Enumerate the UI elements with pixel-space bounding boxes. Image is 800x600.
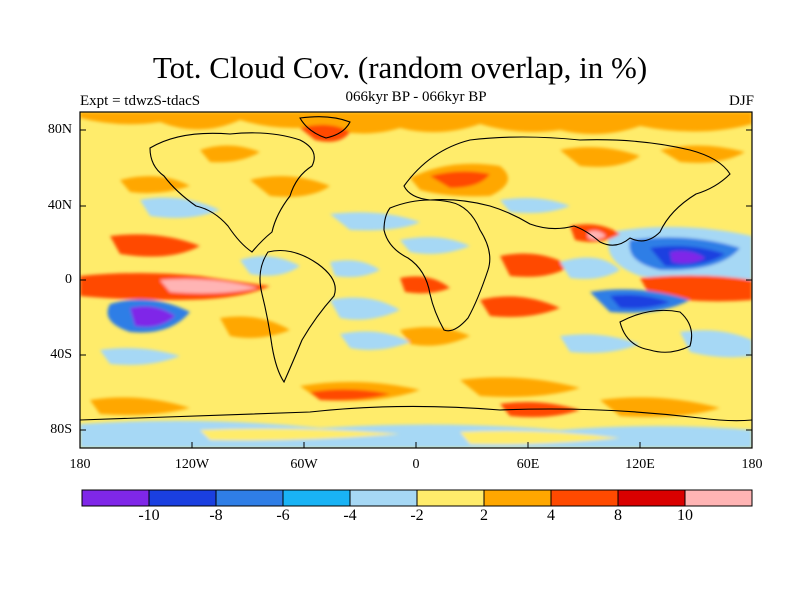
anomaly-patch [160,279,258,294]
anomaly-patch [130,306,175,327]
coastline-north-america [149,132,315,253]
anomaly-patch [250,176,330,197]
colorbar-label: 4 [547,507,555,524]
colorbar-label: 2 [480,507,488,524]
colorbar-label: -2 [410,507,424,524]
anomaly-patch [120,176,190,194]
coastline-australia [619,309,693,353]
anomaly-patch [480,296,560,317]
anomaly-patch [330,212,420,231]
anomaly-patch [240,256,300,276]
anomaly-patch [460,430,620,445]
anomaly-patch [560,334,640,353]
coastline-eurasia [403,136,731,246]
lat-tick-label: 80N [47,122,72,137]
plot-subtitle: 066kyr BP - 066kyr BP [345,89,487,105]
coastline-africa [383,199,491,332]
coastline-greenland [299,116,351,139]
colorbar-swatch [617,489,686,507]
lat-tick-label: 40N [47,198,72,213]
anomaly-patch [330,260,380,278]
colorbar-label: -4 [343,507,357,524]
lon-tick-label: 180 [741,457,763,472]
anomaly-patch [670,250,705,264]
colorbar-label: -10 [138,507,160,524]
coastline-south-america [259,249,336,384]
anomaly-patches [80,112,752,448]
anomaly-patch [588,230,606,240]
anomaly-patch [400,237,470,254]
colorbar [81,489,753,507]
anomaly-patch [90,397,190,416]
colorbar-swatch [550,489,619,507]
anomaly-patch [460,377,580,397]
colorbar-label: 8 [614,507,622,524]
colorbar-swatch [483,489,552,507]
colorbar-swatch [416,489,485,507]
colorbar-swatch [148,489,217,507]
colorbar-swatch [282,489,351,507]
anomaly-patch [610,294,670,309]
colorbar-swatch [81,489,150,507]
lon-tick-label: 0 [412,457,420,472]
colorbar-label: -8 [209,507,223,524]
contour-field [80,112,752,448]
lat-tick-label: 0 [65,272,72,287]
anomaly-patch [200,145,260,163]
anomaly-patch [330,297,400,320]
lon-tick-label: 120E [625,457,655,472]
anomaly-patch [680,330,752,358]
lon-tick-label: 180 [69,457,91,472]
anomaly-patch [430,171,490,188]
anomaly-patch [400,327,470,346]
anomaly-patch [300,124,350,142]
anomaly-patch [500,198,570,214]
colorbar-swatch [215,489,284,507]
anomaly-patch [80,420,752,448]
lat-tick-label: 80S [50,422,72,437]
colorbar-swatch [349,489,418,507]
anomaly-patch [500,253,570,277]
lon-tick-label: 120W [174,457,210,472]
anomaly-patch [400,276,450,294]
lon-tick-label: 60W [290,457,318,472]
anomaly-patch [140,197,220,218]
lat-tick-label: 40S [50,347,72,362]
tick-marks [80,129,752,448]
anomaly-patch [110,234,200,257]
anomaly-patch [100,348,180,365]
coastline-antarctica [80,405,752,422]
experiment-label: Expt = tdwzS-tdacS [80,93,201,109]
lon-tick-label: 60E [516,457,540,472]
season-label: DJF [728,93,754,109]
anomaly-patch [220,316,290,338]
anomaly-patch [560,147,640,167]
anomaly-patch [200,428,400,441]
colorbar-label: -6 [276,507,290,524]
anomaly-patch [340,331,410,350]
anomaly-patch [560,257,620,279]
anomaly-patch [310,389,390,401]
colorbar-swatch [684,489,753,507]
colorbar-label: 10 [677,507,693,524]
plot-title: Tot. Cloud Cov. (random overlap, in %) [152,50,648,85]
coastlines [80,116,752,422]
anomaly-patch [80,112,752,135]
